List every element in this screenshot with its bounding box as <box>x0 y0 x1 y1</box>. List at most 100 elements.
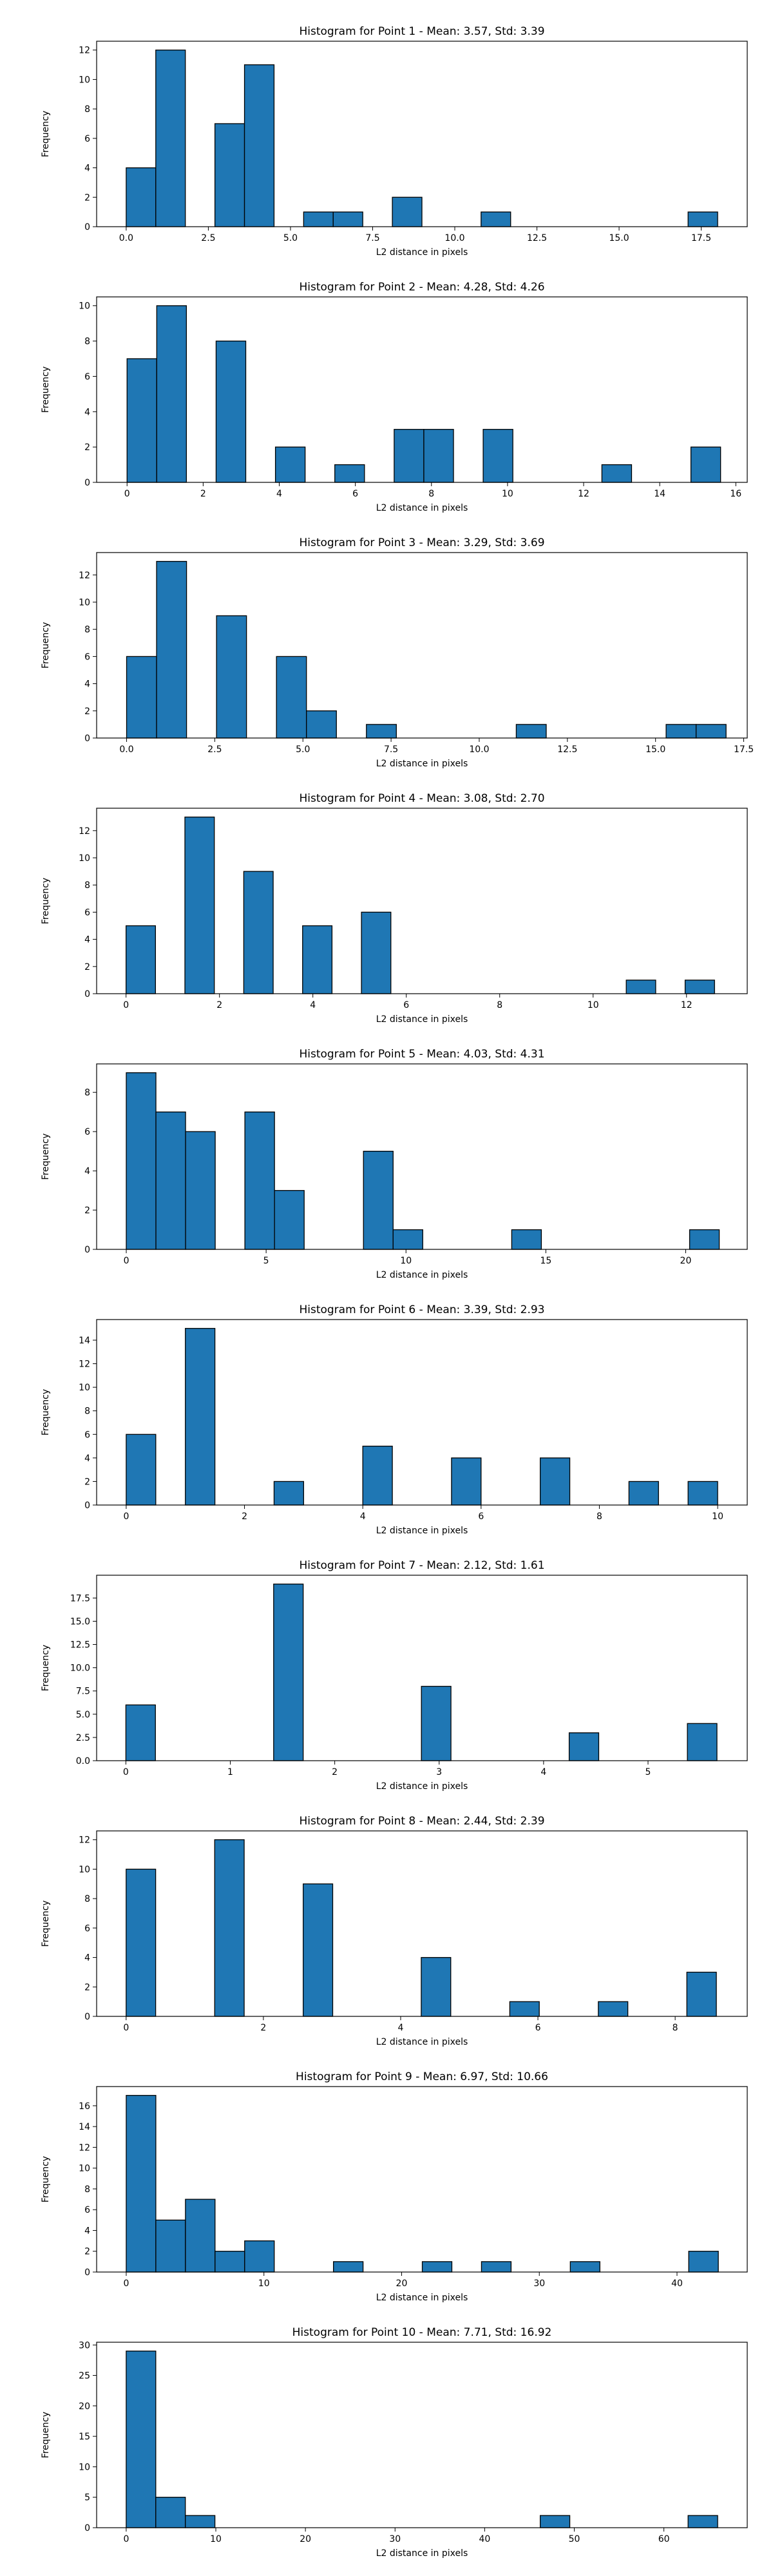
histogram-bar <box>274 446 306 483</box>
x-tick-label: 0 <box>124 489 130 499</box>
y-tick-label: 5.0 <box>76 1710 90 1720</box>
x-tick-label: 6 <box>478 1511 484 1522</box>
histogram-point-7: Histogram for Point 7 - Mean: 2.12, Std:… <box>41 1559 748 1792</box>
histogram-bar <box>394 429 425 483</box>
y-tick-label: 0 <box>84 734 90 744</box>
x-tick-label: 16 <box>730 489 741 499</box>
histogram-bar <box>185 2199 216 2273</box>
y-tick-label: 8 <box>84 880 90 891</box>
x-tick-label: 0 <box>124 1256 129 1266</box>
y-tick-label: 4 <box>84 1454 90 1464</box>
y-tick-label: 2 <box>84 193 90 203</box>
y-tick-label: 6 <box>84 2205 90 2215</box>
histogram-bar <box>601 464 633 483</box>
y-tick-label: 2 <box>84 1206 90 1216</box>
x-tick-label: 6 <box>403 1000 409 1010</box>
y-tick-label: 8 <box>84 1406 90 1417</box>
y-tick-label: 10 <box>79 1383 90 1393</box>
histogram-bar <box>273 1584 304 1761</box>
x-tick-label: 17.5 <box>734 744 754 755</box>
y-tick-label: 12 <box>79 571 90 581</box>
histogram-bar <box>303 1883 334 2017</box>
histogram-point-8: Histogram for Point 8 - Mean: 2.44, Std:… <box>41 1815 748 2047</box>
y-tick-label: 12 <box>79 1359 90 1370</box>
y-tick-label: 0 <box>84 989 90 999</box>
x-tick-label: 10 <box>587 1000 599 1010</box>
histogram-point-6: Histogram for Point 6 - Mean: 3.39, Std:… <box>41 1303 748 1536</box>
x-tick-label: 5 <box>645 1767 651 1777</box>
x-tick-label: 12 <box>681 1000 692 1010</box>
histogram-bar <box>184 817 215 994</box>
y-tick-label: 12.5 <box>70 1640 90 1651</box>
histogram-bar <box>185 1328 216 1506</box>
y-tick-label: 30 <box>79 2340 90 2351</box>
histogram-bar <box>302 925 333 994</box>
axes-frame <box>96 296 748 483</box>
chart-title: Histogram for Point 4 - Mean: 3.08, Std:… <box>299 792 544 805</box>
histogram-bar <box>332 211 363 227</box>
histogram-bar <box>625 980 656 994</box>
x-tick-label: 2 <box>200 489 206 499</box>
y-tick-label: 2 <box>84 442 90 453</box>
x-axis-label: L2 distance in pixels <box>376 2037 468 2047</box>
y-axis-label: Frequency <box>41 2156 51 2202</box>
histogram-bar <box>515 724 547 739</box>
chart-title: Histogram for Point 3 - Mean: 3.29, Std:… <box>299 536 544 549</box>
y-tick-label: 10 <box>79 2462 90 2472</box>
y-tick-label: 0 <box>84 222 90 232</box>
histogram-bar <box>244 2240 275 2273</box>
histogram-bar <box>155 2497 186 2528</box>
y-tick-label: 25 <box>79 2371 90 2382</box>
y-tick-label: 2 <box>84 1982 90 1993</box>
histogram-bar <box>334 464 365 483</box>
y-tick-label: 2 <box>84 962 90 972</box>
histogram-bar <box>214 123 245 227</box>
histogram-bar <box>509 2001 540 2017</box>
y-axis-label: Frequency <box>41 1645 51 1691</box>
x-tick-label: 15.0 <box>609 233 629 243</box>
y-tick-label: 14 <box>79 2122 90 2132</box>
x-tick-label: 4 <box>540 1767 546 1777</box>
y-tick-label: 0 <box>84 478 90 488</box>
histogram-point-5: Histogram for Point 5 - Mean: 4.03, Std:… <box>41 1048 748 1280</box>
histogram-bar <box>695 724 727 739</box>
y-tick-label: 15 <box>79 2432 90 2442</box>
y-tick-label: 8 <box>84 2184 90 2195</box>
x-axis-label: L2 distance in pixels <box>376 2548 468 2559</box>
histogram-bar <box>125 1704 156 1761</box>
histogram-bar <box>126 1072 157 1250</box>
chart-title: Histogram for Point 6 - Mean: 3.39, Std:… <box>299 1303 544 1316</box>
y-tick-label: 2 <box>84 2247 90 2257</box>
y-tick-label: 16 <box>79 2101 90 2112</box>
x-tick-label: 0 <box>123 2534 129 2544</box>
x-tick-label: 8 <box>596 1511 602 1522</box>
y-tick-label: 0.0 <box>76 1756 90 1766</box>
y-tick-label: 10 <box>79 301 90 312</box>
axes-frame <box>96 2342 748 2528</box>
histogram-bar <box>303 211 334 227</box>
histogram-bar <box>366 724 397 739</box>
histogram-bar <box>333 2261 364 2273</box>
y-tick-label: 20 <box>79 2401 90 2412</box>
x-axis-label: L2 distance in pixels <box>376 1526 468 1536</box>
y-tick-label: 0 <box>84 2523 90 2533</box>
histogram-bar <box>156 305 187 483</box>
histogram-bar <box>423 429 454 483</box>
histogram-bar <box>215 340 247 483</box>
histogram-point-2: Histogram for Point 2 - Mean: 4.28, Std:… <box>41 281 748 513</box>
x-tick-label: 4 <box>310 1000 316 1010</box>
x-tick-label: 20 <box>300 2534 311 2544</box>
histogram-bar <box>126 656 157 739</box>
x-tick-label: 40 <box>479 2534 490 2544</box>
y-tick-label: 2 <box>84 706 90 717</box>
histogram-bar <box>481 211 511 227</box>
x-tick-label: 0 <box>123 1000 129 1010</box>
axes-frame <box>96 808 748 994</box>
y-tick-label: 6 <box>84 134 90 144</box>
x-tick-label: 3 <box>436 1767 442 1777</box>
histogram-point-10: Histogram for Point 10 - Mean: 7.71, Std… <box>41 2326 748 2559</box>
x-tick-label: 6 <box>535 2023 541 2033</box>
y-tick-label: 15.0 <box>70 1616 90 1627</box>
histogram-point-3: Histogram for Point 3 - Mean: 3.29, Std:… <box>41 536 754 769</box>
histogram-bar <box>215 2251 245 2273</box>
